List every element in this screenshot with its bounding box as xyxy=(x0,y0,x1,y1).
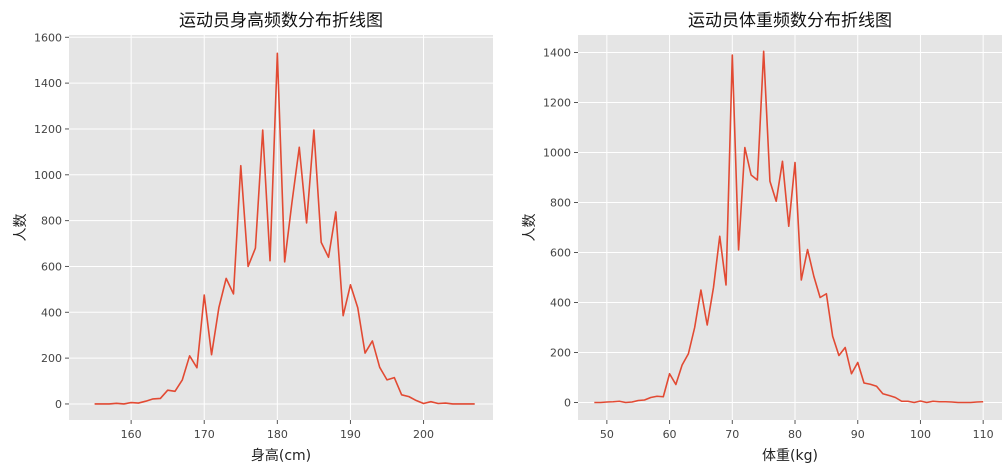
y-tick-label: 1400 xyxy=(34,77,62,90)
y-tick-label: 1400 xyxy=(543,47,571,60)
y-tick-label: 400 xyxy=(41,306,62,319)
x-tick-label: 200 xyxy=(413,428,434,441)
plot-area xyxy=(69,35,493,420)
x-tick-label: 110 xyxy=(973,428,994,441)
y-tick-label: 1000 xyxy=(543,147,571,160)
y-axis-label: 人数 xyxy=(13,214,29,242)
x-tick-label: 60 xyxy=(663,428,677,441)
x-tick-label: 70 xyxy=(725,428,739,441)
y-axis-label: 人数 xyxy=(522,214,538,242)
x-tick-label: 50 xyxy=(600,428,614,441)
y-tick-label: 600 xyxy=(41,260,62,273)
x-tick-label: 180 xyxy=(267,428,288,441)
y-tick-label: 1000 xyxy=(34,169,62,182)
y-tick-label: 200 xyxy=(41,352,62,365)
x-tick-label: 170 xyxy=(194,428,215,441)
y-tick-label: 600 xyxy=(550,247,571,260)
x-tick-label: 160 xyxy=(121,428,142,441)
y-tick-label: 1200 xyxy=(543,97,571,110)
chart-panel-1: 0 200 400 600 800 1000 1200 1400 1600 160 170 180 19… xyxy=(13,11,493,464)
x-axis-label: 体重(kg) xyxy=(762,448,818,464)
y-tick-label: 0 xyxy=(564,397,571,410)
chart-panel-2: 0 200 400 600 800 1000 1200 1400 50 60 70 80 90 100 11… xyxy=(522,11,1002,464)
y-tick-label: 200 xyxy=(550,347,571,360)
x-tick-label: 100 xyxy=(910,428,931,441)
x-tick-label: 90 xyxy=(851,428,865,441)
y-tick-label: 0 xyxy=(55,398,62,411)
series-line xyxy=(594,50,984,404)
y-tick-label: 400 xyxy=(550,297,571,310)
series-line xyxy=(94,52,475,405)
x-tick-label: 190 xyxy=(340,428,361,441)
y-tick-label: 800 xyxy=(41,215,62,228)
x-tick-label: 80 xyxy=(788,428,802,441)
y-tick-label: 800 xyxy=(550,197,571,210)
x-axis-label: 身高(cm) xyxy=(251,447,311,464)
y-tick-label: 1600 xyxy=(34,31,62,44)
chart-title: 运动员身高频数分布折线图 xyxy=(179,11,383,31)
y-tick-label: 1200 xyxy=(34,123,62,136)
chart-title: 运动员体重频数分布折线图 xyxy=(688,11,892,31)
plot-area xyxy=(578,35,1002,420)
